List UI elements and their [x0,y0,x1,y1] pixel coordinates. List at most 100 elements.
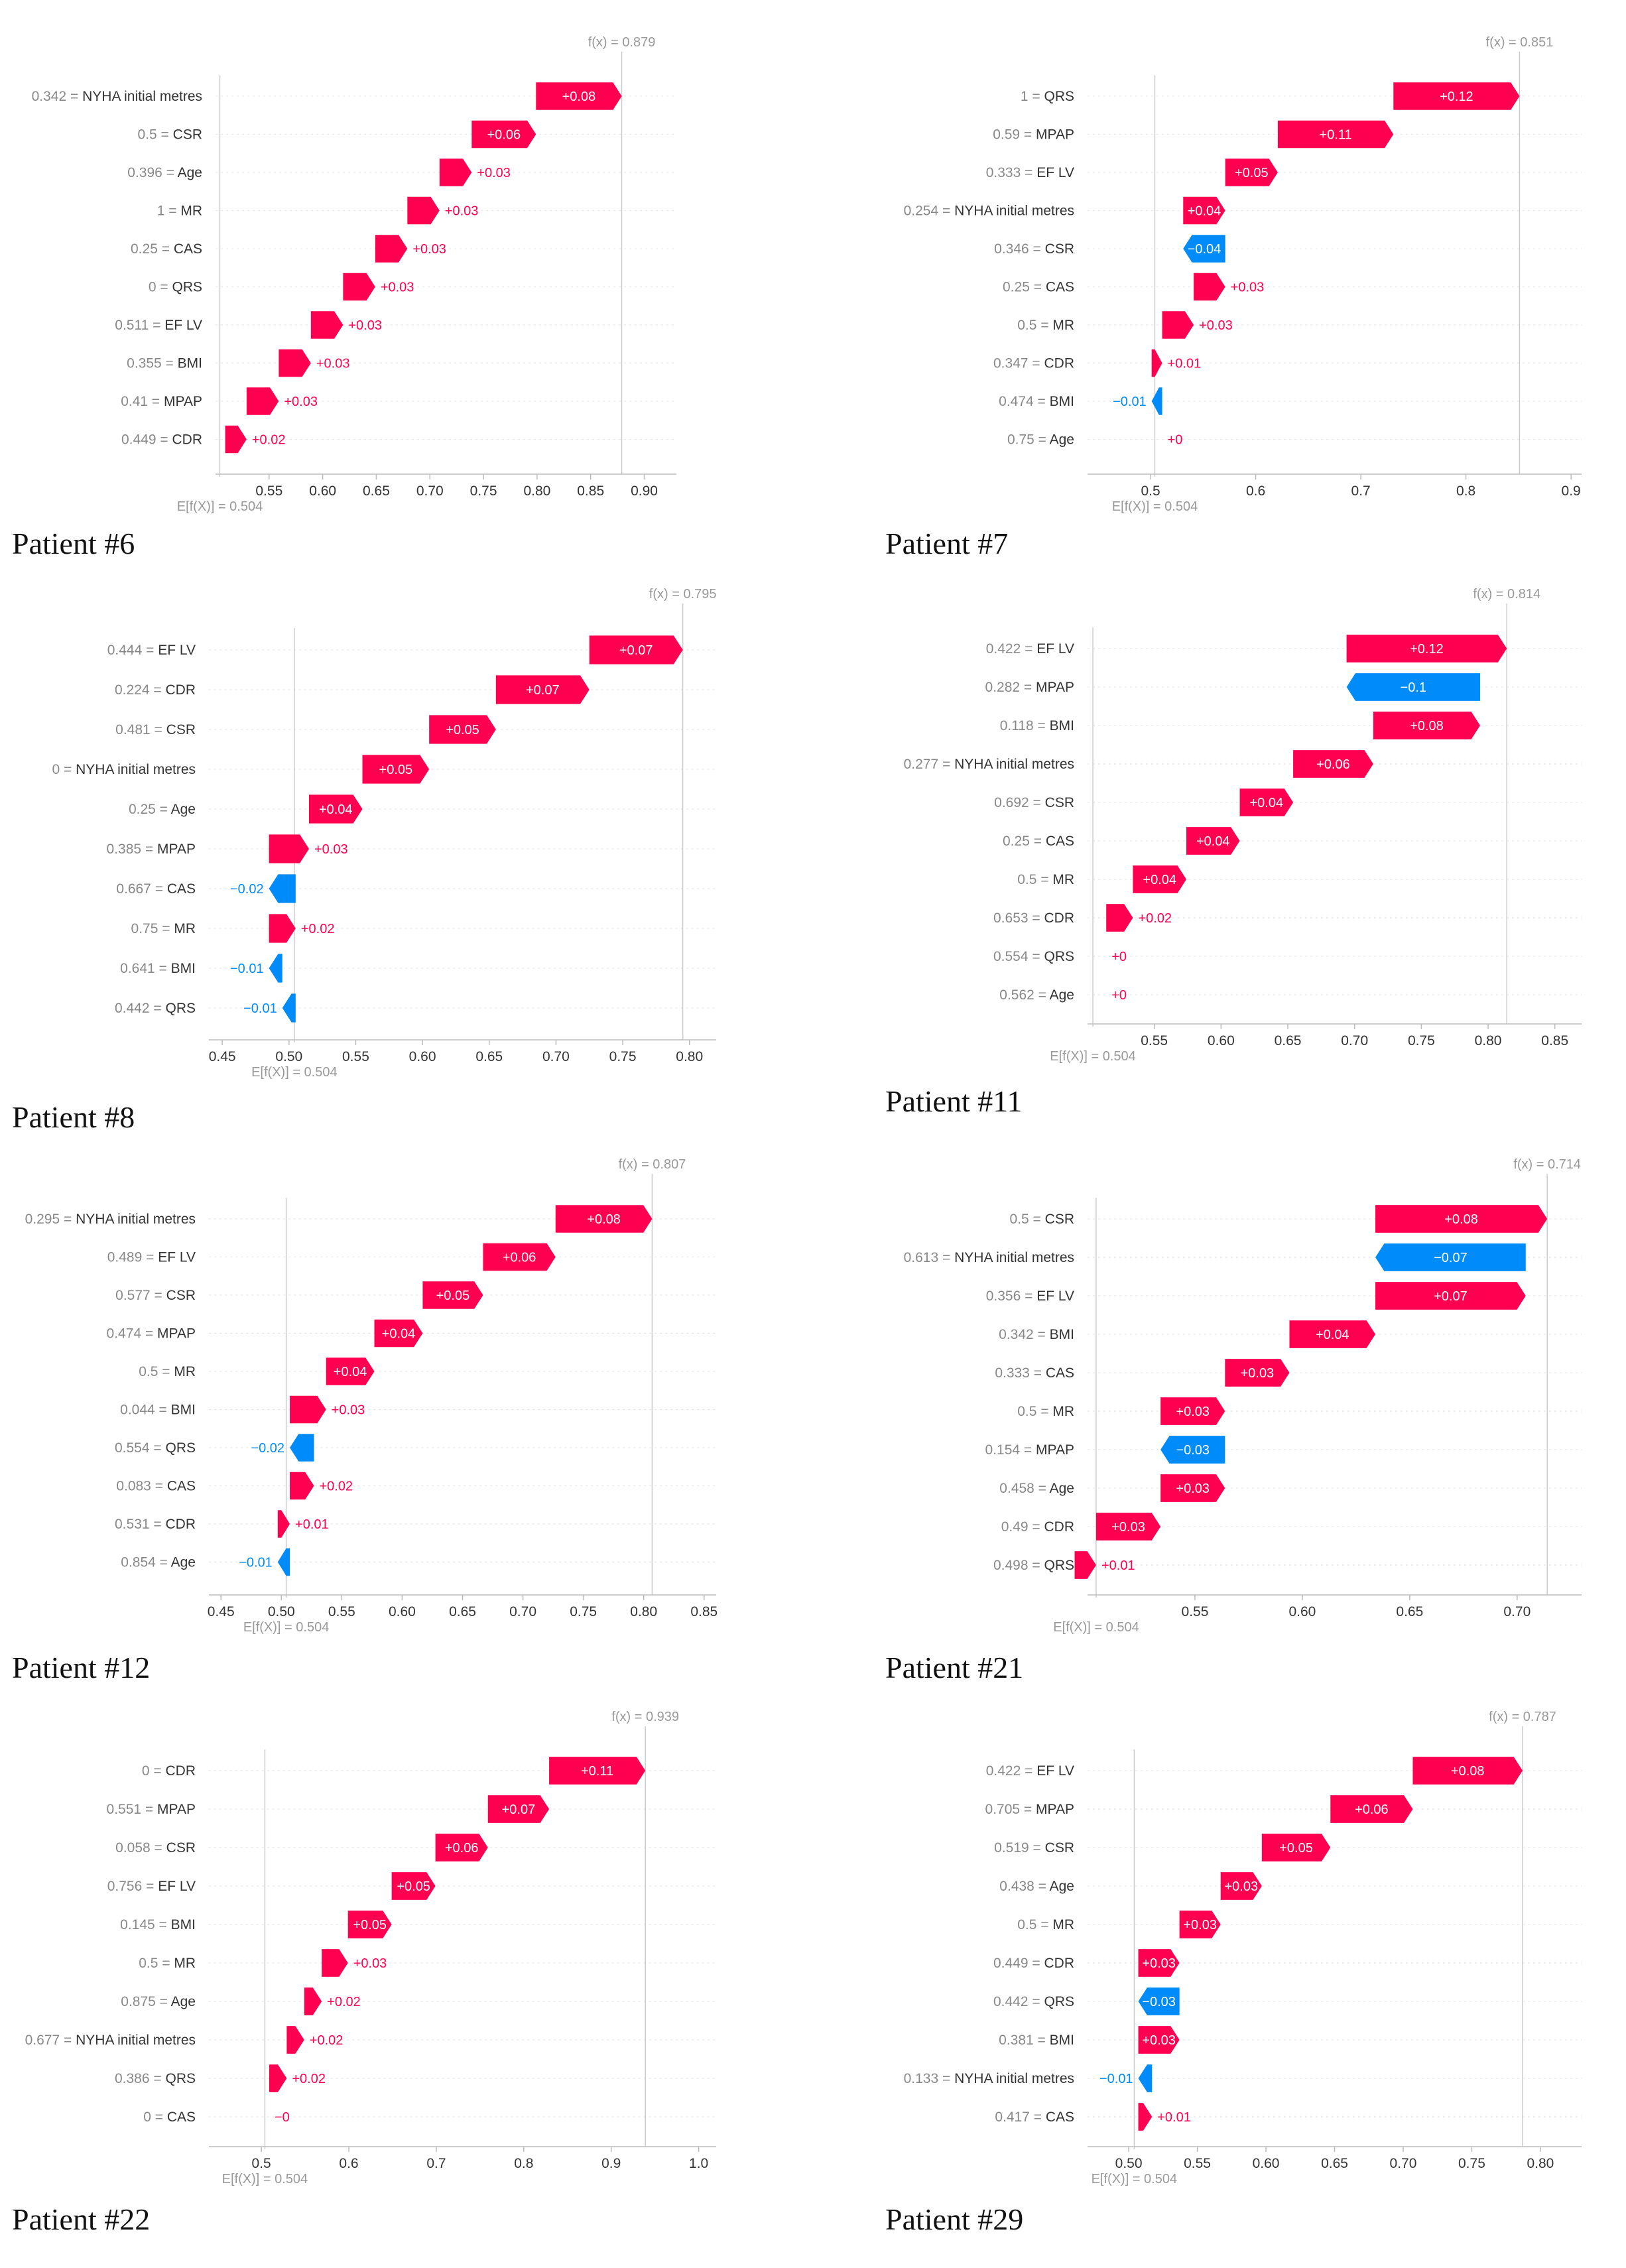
feature-value: 0.667 [116,881,151,897]
equals-sign: = [1029,1994,1044,2009]
equals-sign: = [151,1840,166,1856]
feature-label: 0.474 = MPAP [107,1326,196,1342]
positive-shap-bar [589,635,683,664]
negative-shap-bar [269,874,296,903]
negative-shap-bar [1183,235,1225,263]
feature-value: 0.692 [994,795,1029,810]
feature-name: BMI [1050,394,1074,409]
feature-label: 0.25 = CAS [1003,834,1074,849]
feature-name: QRS [1044,89,1074,104]
positive-shap-bar [290,1472,314,1500]
shap-value-label: +0.04 [1188,204,1221,219]
feature-name: BMI [1050,1327,1074,1342]
feature-value: 0.422 [986,641,1021,657]
x-tick-label: 0.60 [409,1049,436,1064]
feature-name: CAS [167,1479,196,1494]
equals-sign: = [150,2071,166,2086]
positive-shap-bar [1220,1872,1262,1900]
negative-shap-bar [1346,673,1480,701]
negative-shap-bar [1375,1243,1526,1271]
feature-value: 0.531 [115,1517,150,1532]
equals-sign: = [1034,2033,1050,2048]
feature-label: 0.058 = CSR [115,1840,196,1856]
shap-value-label: +0.03 [1199,318,1233,333]
positive-shap-bar [362,755,430,784]
feature-name: Age [171,1555,196,1570]
feature-value: 0.386 [115,2071,150,2086]
feature-value: 0.5 [1010,1212,1029,1227]
fx-label: f(x) = 0.939 [611,1710,679,1724]
equals-sign: = [150,1517,166,1532]
shap-value-label: +0.02 [1138,911,1172,926]
x-tick-label: 0.6 [1246,483,1265,499]
feature-label: 0.5 = MR [1017,1917,1074,1932]
equals-sign: = [60,2033,76,2048]
feature-value: 0.5 [139,1364,158,1379]
equals-sign: = [150,1001,166,1016]
feature-value: 0.25 [129,802,156,817]
equals-sign: = [156,802,171,817]
feature-value: 0.083 [116,1479,151,1494]
feature-value: 0.5 [139,1956,158,1971]
waterfall-panel: f(x) = 0.714 +0.08 0.5 = CSR −0.07 0.613 = N… [885,1157,1582,1684]
waterfall-panel: f(x) = 0.814 +0.12 0.422 = EF LV −0.1 0.282 … [885,587,1582,1118]
x-tick-label: 0.5 [252,2156,271,2171]
feature-label: 1 = QRS [1021,89,1074,104]
equals-sign: = [1029,356,1044,371]
feature-value: 0.577 [115,1288,151,1303]
positive-shap-bar [435,1834,488,1861]
positive-shap-bar [246,387,279,415]
shap-value-label: +0.08 [562,90,596,104]
equals-sign: = [148,394,164,409]
equals-sign: = [1034,1481,1050,1496]
feature-value: 0.613 [904,1250,939,1265]
positive-shap-bar [279,349,311,377]
positive-shap-bar [375,235,408,263]
feature-value: 0.49 [1001,1519,1029,1535]
x-tick-label: 0.75 [1458,2156,1485,2171]
feature-value: 0.25 [1003,280,1030,295]
x-tick-label: 0.65 [449,1604,476,1619]
positive-shap-bar [1277,120,1394,149]
positive-shap-bar [1186,827,1240,855]
feature-label: 0.396 = Age [127,165,202,180]
equals-sign: = [1020,680,1036,695]
positive-shap-bar [1261,1834,1331,1861]
shap-value-label: +0.07 [619,643,653,658]
feature-name: EF LV [158,1879,196,1894]
expected-value-label: E[f(X)] = 0.504 [1092,2172,1178,2186]
equals-sign: = [164,204,180,219]
positive-shap-bar [1160,1474,1225,1502]
feature-name: Age [1050,1481,1074,1496]
positive-shap-bar [290,1395,326,1424]
feature-name: CDR [166,1517,196,1532]
x-tick-label: 0.85 [1541,1033,1568,1048]
equals-sign: = [151,881,167,897]
feature-value: 1 [157,204,165,219]
positive-shap-bar [422,1281,483,1309]
feature-label: 0.554 = QRS [993,949,1074,964]
x-tick-label: 0.55 [328,1604,355,1619]
x-tick-label: 1.0 [689,2156,708,2171]
feature-value: 0.385 [107,842,142,857]
equals-sign: = [1030,280,1046,295]
positive-shap-bar [310,311,344,339]
x-tick-label: 0.70 [509,1604,536,1619]
feature-name: QRS [1044,1994,1074,2009]
feature-value: 0.282 [985,680,1021,695]
feature-label: 0.295 = NYHA initial metres [25,1212,196,1227]
feature-value: 0.342 [999,1327,1034,1342]
equals-sign: = [157,127,173,143]
shap-value-label: +0 [1168,433,1183,448]
feature-label: 0.519 = CSR [994,1840,1074,1856]
equals-sign: = [158,241,174,257]
x-tick-label: 0.5 [1141,483,1160,499]
negative-shap-bar [290,1434,314,1462]
shap-value-label: −0.02 [251,1441,284,1456]
positive-shap-bar [555,1205,653,1233]
negative-shap-bar [1160,1436,1225,1464]
feature-label: 0.442 = QRS [993,1994,1074,2009]
feature-label: 0.562 = Age [999,987,1074,1003]
shap-value-label: +0.03 [1241,1366,1275,1381]
